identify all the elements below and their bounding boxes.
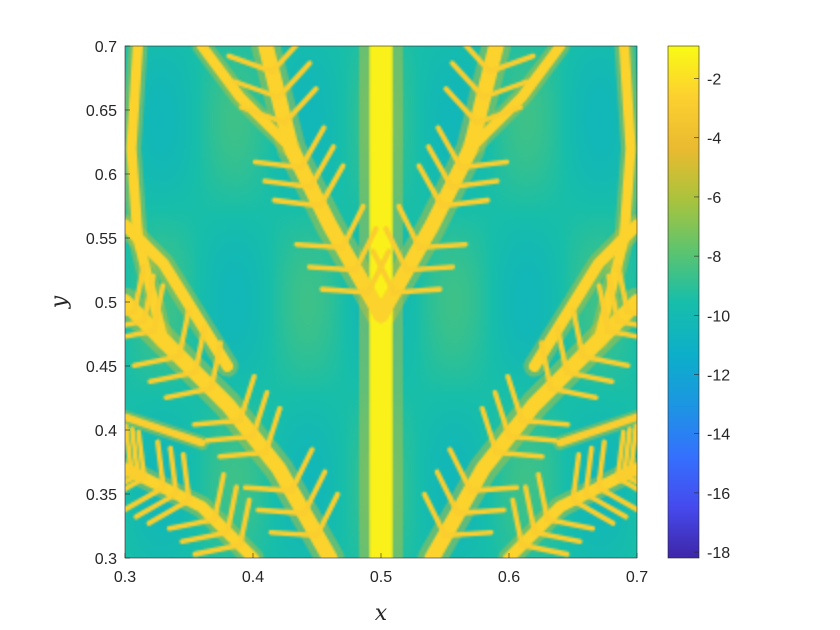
- y-tick-label: 0.45: [86, 359, 117, 376]
- colorbar-tick-label: -10: [707, 308, 730, 325]
- y-axis-label: y: [47, 295, 72, 309]
- colorbar-tick-label: -8: [707, 249, 721, 266]
- heatmap: [125, 46, 637, 558]
- x-tick-label: 0.7: [626, 569, 648, 586]
- y-tick-label: 0.5: [95, 295, 117, 312]
- colorbar: -2 -4 -6 -8 -10 -12 -14 -16 -18: [667, 45, 730, 562]
- x-axis: 0.3 0.4 0.5 0.6 0.7: [114, 553, 648, 586]
- colorbar-tick-label: -14: [707, 427, 730, 444]
- colorbar-tick-label: -16: [707, 486, 730, 503]
- y-tick-label: 0.6: [95, 167, 117, 184]
- heatmap-image: [125, 46, 637, 558]
- y-axis: 0.3 0.35 0.4 0.45 0.5 0.55 0.6 0.65 0.7: [86, 39, 130, 568]
- y-tick-label: 0.55: [86, 231, 117, 248]
- y-tick-label: 0.65: [86, 103, 117, 120]
- x-tick-label: 0.5: [370, 569, 392, 586]
- colorbar-tick-label: -18: [707, 545, 730, 562]
- x-tick-label: 0.4: [242, 569, 264, 586]
- x-tick-label: 0.3: [114, 569, 136, 586]
- colorbar-frame: [667, 45, 700, 559]
- colorbar-tick-label: -12: [707, 368, 730, 385]
- y-tick-label: 0.7: [95, 39, 117, 56]
- colorbar-tick-label: -4: [707, 131, 721, 148]
- x-axis-label: x: [375, 601, 388, 626]
- colorbar-tick-label: -2: [707, 72, 721, 89]
- y-tick-label: 0.35: [86, 487, 117, 504]
- y-tick-label: 0.3: [95, 551, 117, 568]
- y-tick-label: 0.4: [95, 423, 117, 440]
- colorbar-tick-label: -6: [707, 190, 721, 207]
- colorbar-gradient: [668, 46, 699, 558]
- x-tick-label: 0.6: [498, 569, 520, 586]
- colorbar-ticks: -2 -4 -6 -8 -10 -12 -14 -16 -18: [694, 72, 730, 562]
